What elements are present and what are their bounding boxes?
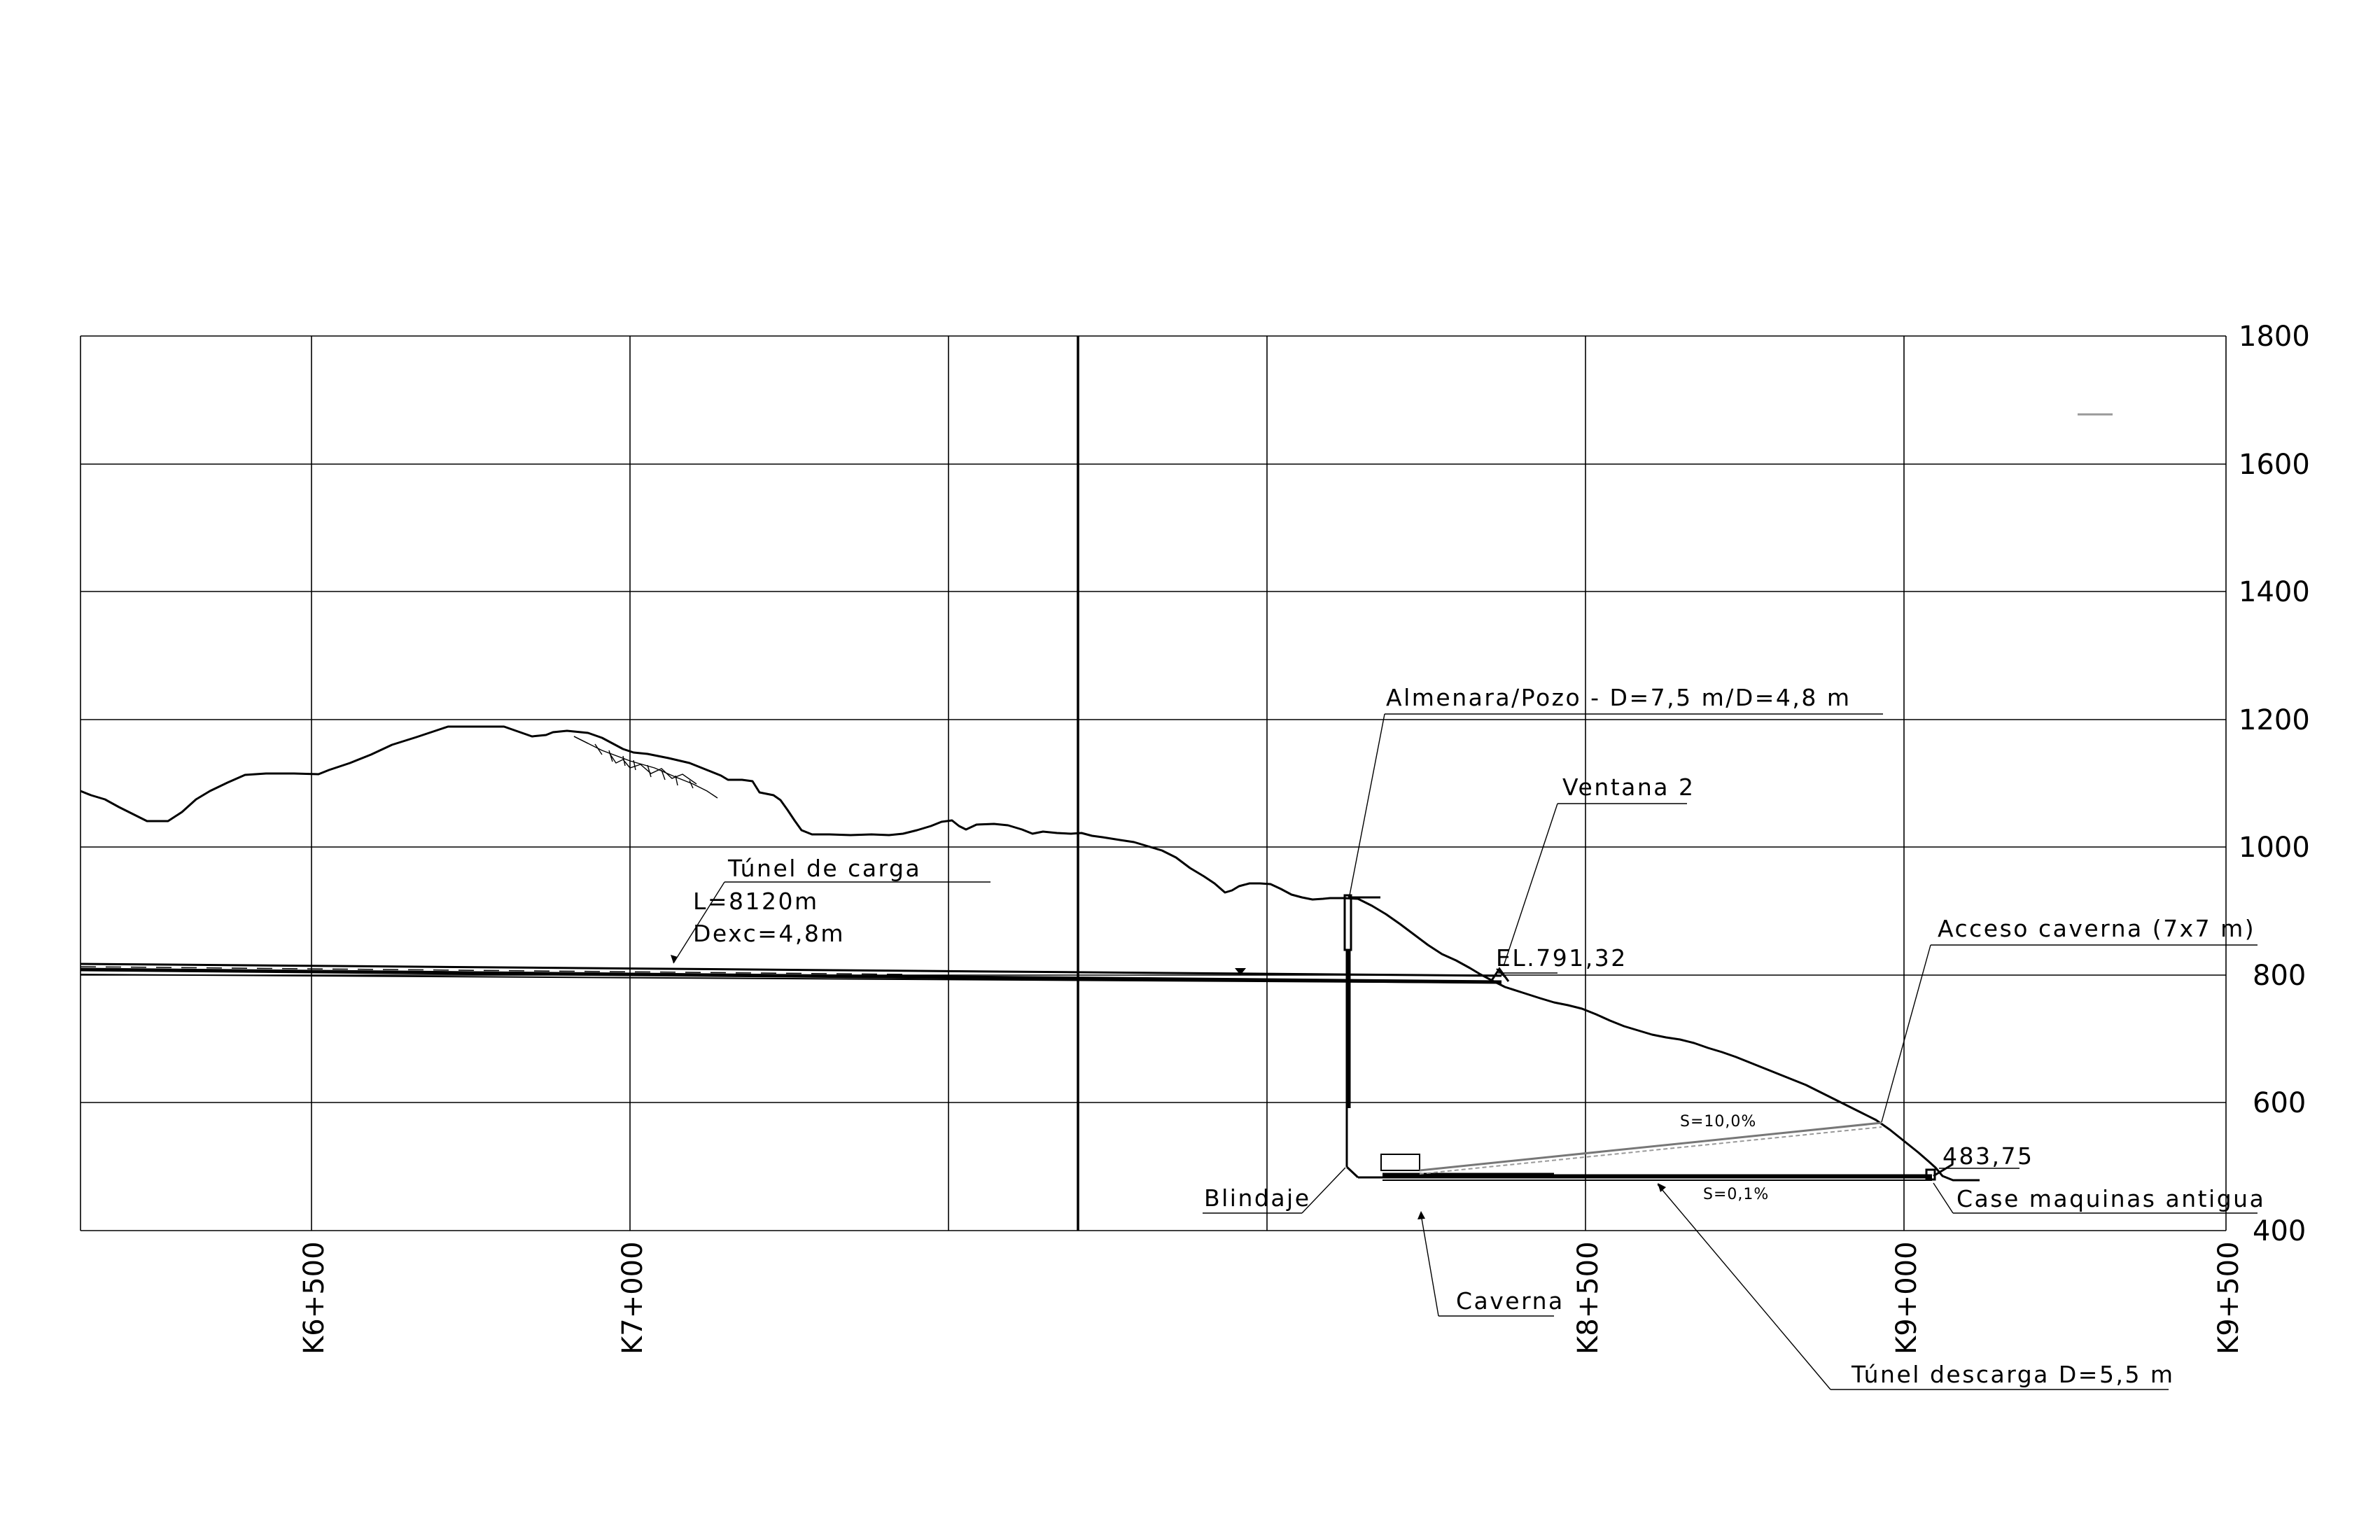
acceso-caverna-ramp	[1419, 1121, 1882, 1172]
chainage-tick-k8-500: K8+500	[1572, 1241, 1604, 1354]
elevation-tick-1000: 1000	[2239, 832, 2310, 864]
annotations: Túnel de carga L=8120m Dexc=4,8m Almenar…	[693, 684, 2265, 1388]
casa-maquinas-label: Case maquinas antigua	[1956, 1185, 2265, 1212]
chainage-tick-k9-500: K9+500	[2213, 1241, 2245, 1354]
tunnel-marker	[1235, 968, 1246, 975]
elevation-tick-1600: 1600	[2239, 449, 2310, 481]
elevation-tick-1800: 1800	[2239, 321, 2310, 353]
ventana-label: Ventana 2	[1562, 774, 1695, 801]
almenara-shaft	[1343, 894, 1380, 1179]
elevation-tick-600: 600	[2253, 1087, 2306, 1119]
elevation-tick-1400: 1400	[2239, 576, 2310, 608]
elevation-tick-400: 400	[2253, 1215, 2306, 1247]
chainage-tick-k7-000: K7+000	[617, 1241, 649, 1354]
chainage-tick-labels: K6+500 K7+000 K8+500 K9+000 K9+500	[298, 1241, 2245, 1354]
acceso-caverna-label: Acceso caverna (7x7 m)	[1938, 915, 2255, 942]
terrain-profile	[80, 725, 1980, 1182]
elevation-tick-800: 800	[2253, 960, 2306, 992]
elevation-ventana-label: EL.791,32	[1496, 944, 1628, 972]
caverna-structure	[1358, 1121, 1954, 1181]
tunel-descarga-label: Túnel descarga D=5,5 m	[1851, 1361, 2175, 1388]
elevation-tick-1200: 1200	[2239, 704, 2310, 736]
slope-acceso-label: S=10,0%	[1680, 1113, 1756, 1130]
rock-hatch	[573, 736, 718, 799]
tunel-carga-length: L=8120m	[693, 888, 819, 915]
elevation-casa-label: 483,75	[1942, 1142, 2033, 1170]
chainage-tick-k6-500: K6+500	[298, 1241, 330, 1354]
slope-descarga-label: S=0,1%	[1703, 1186, 1769, 1203]
tunel-carga-dexc: Dexc=4,8m	[693, 920, 845, 947]
chainage-grid	[80, 336, 2227, 1231]
tunel-carga-title: Túnel de carga	[727, 855, 921, 882]
tunel-de-carga	[80, 962, 1502, 984]
ventana-2-portal	[1490, 967, 1510, 982]
chainage-tick-k9-000: K9+000	[1891, 1241, 1923, 1354]
blindaje-label: Blindaje	[1204, 1184, 1311, 1212]
caverna-label: Caverna	[1456, 1287, 1564, 1315]
elevation-tick-labels: 1800 1600 1400 1200 1000 800 600 400	[2239, 321, 2310, 1247]
leader-lines	[671, 713, 2258, 1390]
almenara-label: Almenara/Pozo - D=7,5 m/D=4,8 m	[1386, 684, 1851, 711]
